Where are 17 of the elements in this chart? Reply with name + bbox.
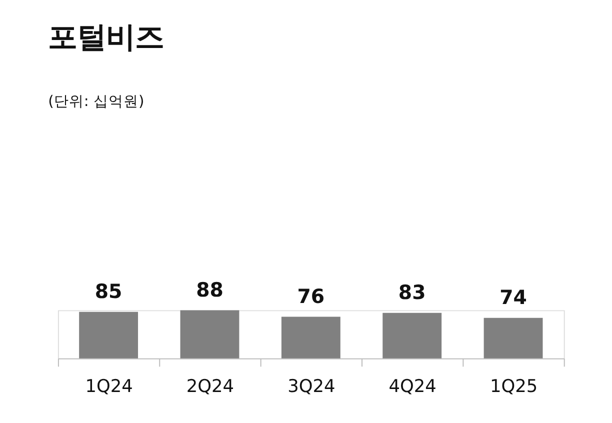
bar <box>79 312 138 358</box>
x-tick-label: 3Q24 <box>288 377 336 398</box>
x-tick-label: 4Q24 <box>388 377 436 398</box>
bar <box>180 310 240 358</box>
data-label: 83 <box>398 281 426 304</box>
x-tick-label: 2Q24 <box>186 377 234 398</box>
x-tick-label: 1Q24 <box>85 377 133 398</box>
x-tick-label: 1Q25 <box>490 377 538 398</box>
data-label: 76 <box>297 285 325 308</box>
bar <box>484 318 543 358</box>
data-label: 74 <box>500 286 527 310</box>
chart-subtitle: (단위: 십억원) <box>48 92 144 110</box>
data-label: 85 <box>94 280 122 304</box>
bar <box>281 316 340 358</box>
chart-title: 포털비즈 <box>48 20 164 54</box>
data-label: 88 <box>196 278 224 302</box>
bar <box>382 312 442 358</box>
